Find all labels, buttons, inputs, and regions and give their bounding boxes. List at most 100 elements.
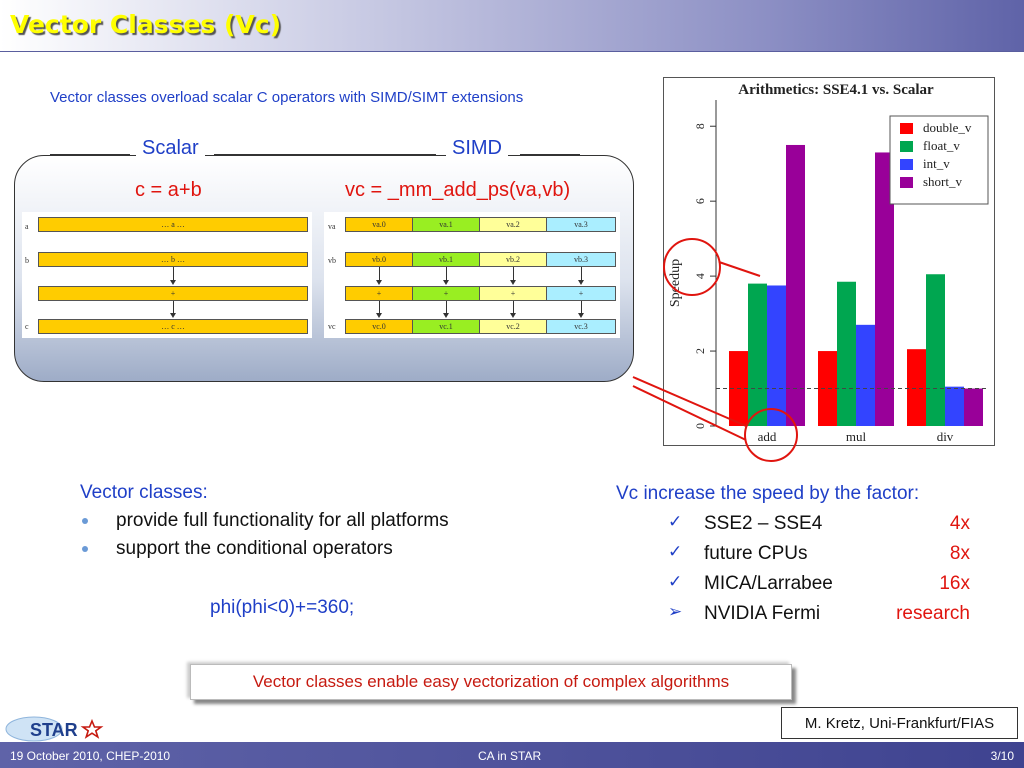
panel-divider-right: [520, 154, 580, 156]
row-label-vc: vc: [328, 322, 336, 331]
panel-divider-mid: [214, 154, 436, 156]
chart-y-ticks: 0 2 4 6 8: [693, 123, 716, 429]
speed-factor-heading: Vc increase the speed by the factor:: [616, 483, 920, 504]
lane-cell-op-2: +: [479, 286, 547, 301]
bullet-text: provide full functionality for all platf…: [116, 510, 449, 531]
item-label: SSE2 – SSE4: [704, 513, 823, 534]
arrow-icon: [443, 301, 449, 318]
list-item: ➢ NVIDIA Fermi research: [616, 601, 986, 631]
arrow-icon: [510, 301, 516, 318]
bullet-text: support the conditional operators: [116, 538, 393, 559]
y-tick-label: 6: [693, 198, 707, 204]
lane-cell-va-1: va.1: [412, 217, 480, 232]
slide-subtitle: Vector classes overload scalar C operato…: [50, 89, 524, 106]
lane-cell-vc-1: vc.1: [412, 319, 480, 334]
legend-label-int_v: int_v: [923, 156, 950, 171]
slide-title: Vector Classes (Vc): [10, 10, 282, 39]
footer-page-number: 3/10: [990, 749, 1014, 763]
x-tick-label: div: [937, 429, 954, 444]
checkmark-icon: ✓: [668, 512, 683, 531]
y-tick-label: 8: [693, 123, 707, 129]
footer-date-event: 19 October 2010, CHEP-2010: [10, 749, 171, 763]
chart-x-labels: add mul div: [758, 429, 954, 444]
lane-cell-vb-1: vb.1: [412, 252, 480, 267]
footer-center-title: CA in STAR: [478, 749, 542, 763]
legend-label-short_v: short_v: [923, 174, 963, 189]
checkmark-icon: ✓: [668, 542, 683, 561]
star-logo: STAR: [5, 716, 104, 742]
summary-callout: Vector classes enable easy vectorization…: [190, 664, 792, 700]
bar-short_v-add: [786, 144, 805, 426]
bar-int_v-add: [767, 285, 786, 426]
arrow-icon: [578, 267, 584, 285]
lane-cell-vb-2: vb.2: [479, 252, 547, 267]
lane-cell-va-2: va.2: [479, 217, 547, 232]
lane-cell-vb-0: vb.0: [345, 252, 413, 267]
arrow-icon: [376, 267, 382, 285]
simd-diagram: va vb vc va.0 va.1 va.2 va.3 vb.0 vb.1 v…: [324, 212, 620, 338]
chart-title: Arithmetics: SSE4.1 vs. Scalar: [738, 82, 934, 98]
item-value: 8x: [949, 543, 970, 564]
bar-float_v-div: [926, 274, 945, 426]
row-label-c: c: [25, 322, 29, 331]
scalar-cell-op: +: [38, 286, 308, 301]
logo-text: STAR: [30, 720, 78, 740]
x-tick-label: add: [758, 429, 777, 444]
legend-label-double_v: double_v: [923, 120, 972, 135]
title-bar: Vector Classes (Vc): [0, 0, 1024, 52]
lane-cell-vc-2: vc.2: [479, 319, 547, 334]
bar-int_v-div: [945, 386, 964, 426]
scalar-equation: c = a+b: [135, 179, 202, 201]
checkmark-icon: ✓: [668, 572, 683, 591]
scalar-cell-a: … a …: [38, 217, 308, 232]
footer-bar: 19 October 2010, CHEP-2010 CA in STAR 3/…: [0, 742, 1024, 768]
lane-cell-op-0: +: [345, 286, 413, 301]
arrow-icon: [578, 301, 584, 318]
list-item: ✓ SSE2 – SSE4 4x: [616, 511, 986, 541]
list-item: ✓ MICA/Larrabee 16x: [616, 571, 986, 601]
item-label: MICA/Larrabee: [704, 573, 833, 594]
row-label-b: b: [25, 256, 29, 265]
bar-double_v-mul: [818, 351, 837, 426]
bar-float_v-mul: [837, 281, 856, 426]
item-label: future CPUs: [704, 543, 808, 564]
vector-classes-heading: Vector classes:: [80, 482, 208, 503]
bar-int_v-mul: [856, 324, 875, 426]
row-label-va: va: [328, 222, 336, 231]
star-icon: [80, 718, 104, 739]
x-tick-label: mul: [846, 429, 867, 444]
scalar-cell-c: … c …: [38, 319, 308, 334]
bullet-icon: [82, 546, 88, 552]
row-label-vb: vb: [328, 256, 336, 265]
y-tick-label: 4: [693, 273, 707, 279]
lane-cell-vc-0: vc.0: [345, 319, 413, 334]
list-item: ✓ future CPUs 8x: [616, 541, 986, 571]
simd-label: SIMD: [446, 137, 508, 160]
row-label-a: a: [25, 222, 29, 231]
bar-double_v-div: [907, 349, 926, 426]
speedup-chart-svg: Arithmetics: SSE4.1 vs. Scalar Speedup 0…: [668, 82, 989, 444]
chart-legend: double_v float_v int_v short_v: [889, 115, 989, 205]
arrow-icon: [170, 301, 176, 318]
scalar-cell-b: … b …: [38, 252, 308, 267]
arrow-icon: [170, 267, 176, 285]
bar-float_v-add: [748, 283, 767, 426]
legend-swatch-double_v: [900, 123, 913, 134]
legend-swatch-float_v: [900, 141, 913, 152]
arrow-icon: [376, 301, 382, 318]
item-value: 16x: [939, 573, 970, 594]
speed-factor-block: Vc increase the speed by the factor: ✓ S…: [616, 483, 986, 631]
legend-label-float_v: float_v: [923, 138, 960, 153]
y-tick-label: 2: [693, 348, 707, 354]
simd-equation: vc = _mm_add_ps(va,vb): [345, 179, 571, 201]
chart-bars: [729, 144, 983, 426]
speedup-chart: Arithmetics: SSE4.1 vs. Scalar Speedup 0…: [663, 77, 995, 446]
legend-swatch-int_v: [900, 159, 913, 170]
lane-cell-va-3: va.3: [546, 217, 616, 232]
lane-cell-vc-3: vc.3: [546, 319, 616, 334]
list-item: support the conditional operators: [80, 538, 449, 560]
item-value: research: [896, 603, 970, 624]
arrow-icon: [443, 267, 449, 285]
lane-cell-va-0: va.0: [345, 217, 413, 232]
bar-short_v-div: [964, 388, 983, 426]
